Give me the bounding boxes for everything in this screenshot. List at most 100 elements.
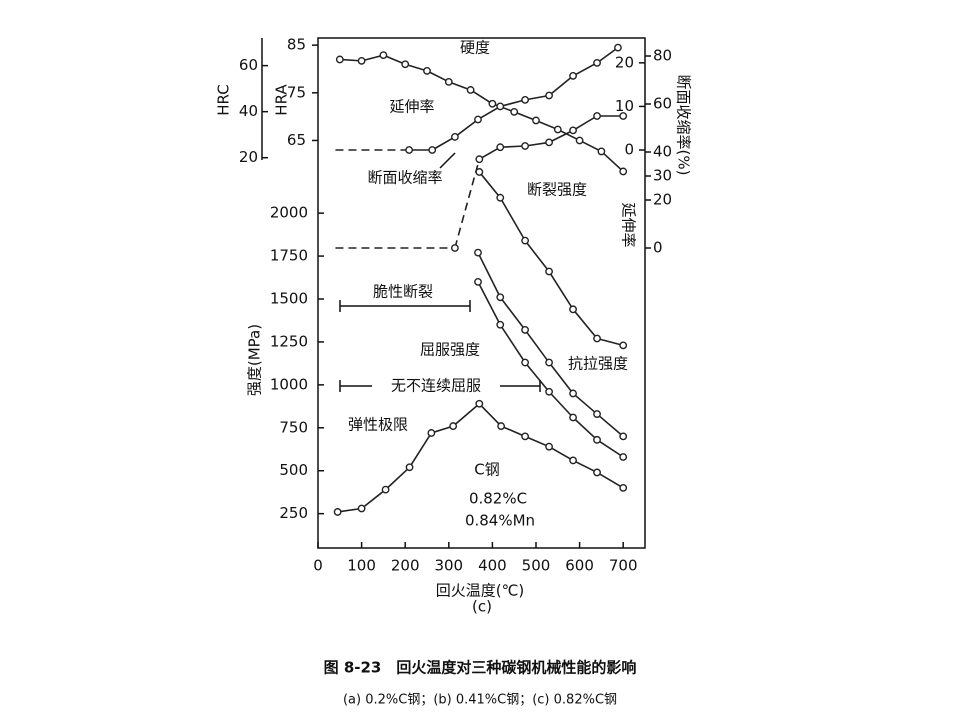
data-point [381, 485, 390, 494]
data-point [545, 387, 553, 396]
data-point [474, 277, 482, 286]
data-point [521, 326, 529, 334]
series-segment [361, 488, 387, 510]
series-label: 屈服强度 [420, 341, 480, 359]
data-point [401, 60, 410, 69]
y-tick-label: 1250 [270, 332, 308, 350]
data-point [335, 55, 344, 64]
y-tick-label: 500 [279, 461, 308, 479]
y-tick-label: 2000 [270, 204, 308, 222]
series-segment [572, 62, 598, 77]
data-point [333, 508, 342, 516]
data-point [496, 193, 505, 202]
series-segment [572, 308, 598, 340]
series-label: 断面收缩率 [367, 169, 442, 187]
data-point [619, 483, 628, 492]
data-point [619, 112, 628, 120]
data-point [496, 293, 505, 302]
ra-tick-label: 60 [653, 95, 672, 113]
series-segment [548, 271, 574, 310]
series-segment [524, 435, 550, 448]
y-tick-label: 750 [279, 418, 308, 436]
series-segment [500, 145, 526, 148]
series-segment [500, 425, 526, 438]
data-point [427, 429, 436, 437]
series-segment [548, 362, 574, 394]
series-segment [596, 46, 619, 64]
hrc-axis-label: HRC [215, 84, 233, 115]
data-point [428, 146, 437, 154]
data-point [569, 305, 577, 314]
series-segment [500, 99, 526, 108]
hra-tick-label: 65 [287, 131, 306, 149]
hra-tick-label: 75 [287, 83, 306, 101]
data-point [521, 142, 529, 150]
data-point [593, 334, 601, 343]
series-segment [431, 136, 456, 151]
data-point [451, 244, 459, 252]
data-point [545, 442, 553, 451]
series-segment [548, 391, 574, 419]
series-segment [572, 416, 598, 441]
data-point [496, 320, 505, 329]
data-point [593, 58, 601, 67]
series-label: 抗拉强度 [568, 355, 628, 373]
series-segment [572, 459, 598, 474]
x-tick-label: 600 [565, 557, 594, 575]
data-point [466, 86, 475, 94]
series-segment [477, 281, 501, 326]
el-tick-label: 0 [624, 141, 634, 159]
data-point [619, 341, 628, 350]
series-segment [572, 392, 598, 415]
series-segment [478, 403, 502, 427]
y-tick-label: 1000 [270, 375, 308, 393]
data-point [569, 72, 577, 80]
data-point [405, 146, 414, 154]
x-axis-label: 回火温度(℃) [436, 582, 525, 600]
hrc-tick-label: 60 [239, 56, 258, 74]
series-segment [579, 139, 602, 153]
data-point [553, 125, 562, 134]
series-segment [499, 324, 526, 363]
data-point [569, 413, 577, 422]
data-point [545, 91, 553, 100]
el-axis-label: 延伸率 [620, 202, 638, 247]
series-segment [477, 252, 501, 298]
series-label: 硬度 [460, 39, 490, 57]
series-segment [548, 75, 574, 97]
series-segment [337, 507, 362, 513]
series-segment [452, 403, 480, 427]
data-point [451, 133, 459, 141]
ra-tick-label: 0 [653, 239, 663, 257]
leader-line [439, 152, 456, 169]
series-segment [596, 471, 624, 489]
ra-tick-label: 80 [653, 47, 672, 65]
series-segment [524, 240, 550, 273]
y-tick-label: 1500 [270, 290, 308, 308]
data-point [614, 43, 622, 52]
series-segment [524, 362, 550, 393]
annotation: 0.82%C [469, 490, 527, 508]
series-segment [572, 115, 598, 132]
data-point [545, 358, 553, 367]
series-segment [454, 158, 481, 249]
label-bg [372, 375, 500, 397]
data-point [619, 453, 628, 461]
data-point [593, 410, 601, 418]
data-point [521, 432, 529, 441]
series-segment [548, 445, 574, 462]
el-tick-label: 10 [615, 97, 634, 115]
data-point [597, 147, 606, 156]
y-tick-label: 1750 [270, 247, 308, 265]
series-segment [596, 439, 624, 458]
data-point [569, 126, 577, 135]
annotation: 0.84%Mn [465, 512, 535, 530]
series-segment [524, 94, 550, 101]
hrc-tick-label: 40 [239, 102, 258, 120]
data-point [521, 95, 529, 104]
data-point [521, 358, 529, 367]
data-point [510, 107, 519, 116]
hra-tick-label: 85 [287, 36, 306, 54]
series-segment [513, 111, 537, 122]
series-segment [454, 118, 479, 138]
